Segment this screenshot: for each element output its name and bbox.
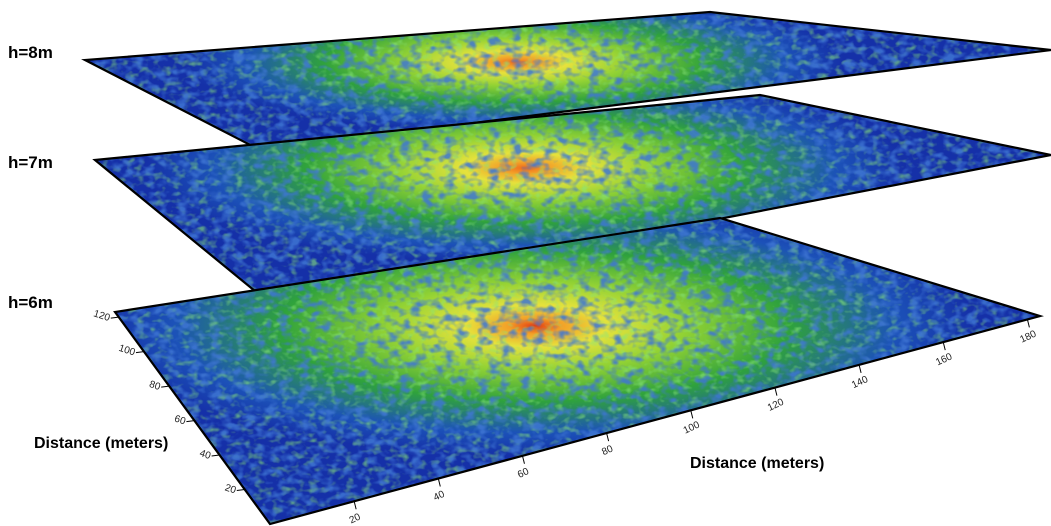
layer-outline — [113, 216, 1044, 526]
tick-mark — [437, 478, 441, 487]
axis-title: Distance (meters) — [690, 455, 824, 472]
tick-label: 120 — [92, 308, 112, 324]
layer-label: h=7m — [8, 153, 53, 172]
tick-mark — [186, 420, 195, 423]
tick-mark — [211, 454, 220, 457]
tick-mark — [521, 455, 525, 464]
tick-mark — [353, 501, 357, 510]
tick-mark — [942, 342, 946, 351]
tick-label: 20 — [348, 511, 363, 526]
tick-mark — [606, 432, 610, 442]
tick-label: 40 — [198, 448, 212, 462]
tick-label: 140 — [850, 374, 870, 391]
tick-label: 160 — [934, 351, 954, 368]
tick-label: 80 — [148, 379, 162, 393]
layer-outline — [92, 93, 1051, 307]
tick-label: 180 — [1018, 328, 1038, 345]
tick-label: 80 — [600, 443, 615, 458]
tick-mark — [858, 364, 862, 373]
tick-mark — [774, 387, 778, 396]
tick-label: 60 — [173, 414, 187, 428]
tick-label: 100 — [682, 419, 702, 436]
layer-label: h=6m — [8, 293, 53, 312]
tick-mark — [135, 351, 145, 354]
tick-label: 40 — [432, 489, 447, 504]
tick-label: 120 — [766, 397, 786, 414]
tick-label: 20 — [223, 482, 237, 496]
tick-mark — [1026, 319, 1030, 328]
tick-mark — [110, 316, 119, 319]
layer-outline — [81, 10, 1051, 152]
tick-mark — [236, 489, 245, 492]
tick-label: 100 — [117, 343, 137, 359]
tick-label: 60 — [516, 466, 531, 481]
axis-title: Distance (meters) — [34, 435, 168, 452]
tick-mark — [161, 385, 170, 388]
tick-mark — [690, 410, 694, 419]
layer-label: h=8m — [8, 43, 53, 62]
